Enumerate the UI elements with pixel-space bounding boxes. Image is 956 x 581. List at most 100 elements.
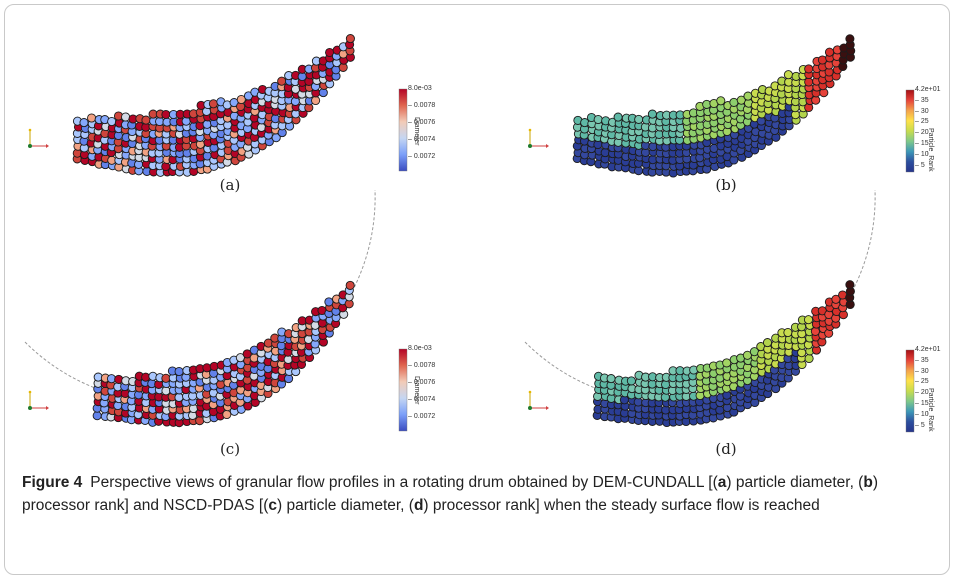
particle: [202, 119, 212, 129]
colorbar-tick-label: – 30: [915, 107, 929, 115]
particle: [256, 122, 266, 132]
particle: [242, 349, 252, 359]
particle: [236, 94, 246, 105]
colorbar-tick-label: 8.0e-03: [408, 85, 432, 92]
particle: [722, 358, 732, 368]
colorbar-tick-label: – 15: [915, 139, 929, 147]
colorbar-tick-label: – 20: [915, 129, 929, 137]
particle: [824, 47, 835, 57]
particle: [716, 96, 726, 106]
colorbar-tick-label: – 0.0072: [408, 413, 436, 421]
particle: [107, 116, 117, 127]
particle: [222, 409, 232, 420]
particle: [311, 95, 321, 106]
particle: [647, 123, 658, 133]
panel-b: 4.2e+01 – 35 – 30 – 25 – 20 – 15 – 10 – 5 Parti…: [520, 20, 941, 206]
axes-triad-icon: [528, 390, 549, 410]
particle: [92, 411, 102, 421]
colorbar-tick-label: – 15: [915, 399, 929, 407]
granular-flow-render: [524, 189, 876, 428]
colorbar-tick-label: – 0.0072: [408, 153, 436, 161]
subfigure-label: (b): [715, 176, 737, 194]
colorbar-tick-label: 4.2e+01: [915, 86, 941, 93]
particle: [345, 280, 355, 290]
figure-caption: Figure 4 Perspective views of granular fl…: [22, 471, 927, 517]
particle: [613, 112, 623, 122]
particle: [243, 401, 253, 411]
subfigure-label: (c): [219, 440, 241, 458]
particle: [161, 109, 171, 120]
colorbar: [398, 348, 408, 432]
particle: [249, 353, 259, 363]
axes-triad-icon: [528, 128, 549, 148]
granular-flow-render: [572, 34, 856, 178]
granular-flow-render: [24, 189, 376, 428]
particle: [762, 338, 773, 348]
colorbar-tick-label: – 5: [915, 421, 925, 429]
colorbar: [398, 88, 408, 172]
caption-text: Perspective views of granular flow profi…: [22, 474, 878, 514]
particle: [79, 118, 89, 128]
colorbar-tick-label: 8.0e-03: [408, 345, 432, 352]
particle: [277, 76, 287, 86]
particle: [626, 376, 636, 386]
particle: [634, 114, 644, 124]
particle: [804, 64, 814, 74]
particle: [715, 405, 725, 415]
particle: [87, 113, 97, 123]
panel-d: 4.2e+01 – 35 – 30 – 25 – 20 – 15 – 10 – 5 Parti…: [520, 189, 941, 462]
colorbar-tick-label: – 0.0078: [408, 362, 436, 370]
colorbar-title: Diameter: [413, 117, 420, 146]
panel-a: 8.0e-03– 0.0078– 0.0076– 0.0074– 0.0072 …: [20, 20, 440, 206]
colorbar-tick-label: – 35: [915, 96, 929, 104]
particle: [845, 34, 855, 44]
particle: [845, 280, 855, 290]
particle: [783, 70, 793, 80]
granular-flow-render: [72, 34, 355, 177]
particle: [195, 416, 205, 426]
particle: [783, 327, 793, 338]
colorbar-tick-label: – 0.0074: [408, 396, 436, 404]
colorbar-tick-label: – 30: [915, 367, 929, 375]
particle: [606, 374, 616, 384]
particle: [155, 116, 165, 127]
particle: [208, 99, 218, 109]
particle: [831, 294, 841, 304]
colorbar-title: Particle_Rank: [927, 388, 934, 432]
particle: [803, 315, 814, 325]
colorbar-tick-label: – 25: [915, 378, 929, 386]
panel-c: 8.0e-03– 0.0078– 0.0076– 0.0074– 0.0072 …: [20, 189, 440, 462]
colorbar-title: Diameter: [413, 376, 420, 405]
colorbar-tick-label: 4.2e+01: [915, 346, 941, 353]
particle: [648, 142, 658, 152]
colorbar-tick-label: – 25: [915, 118, 929, 126]
colorbar-tick-label: – 10: [915, 150, 929, 158]
colorbar-tick-label: – 20: [915, 389, 929, 397]
colorbar: [905, 349, 915, 433]
particle: [324, 297, 334, 307]
figure-label: Figure 4: [22, 474, 83, 491]
particle: [345, 34, 355, 44]
particle: [804, 353, 814, 364]
subfigure-label: (a): [219, 176, 241, 194]
particle: [141, 115, 151, 125]
particle: [600, 148, 610, 158]
particle: [202, 363, 212, 373]
colorbar-tick-label: – 0.0074: [408, 136, 436, 144]
colorbar-tick-label: – 0.0076: [408, 119, 436, 127]
particle: [174, 366, 184, 377]
particle: [647, 109, 657, 119]
colorbar-title: Particle_Rank: [927, 128, 934, 172]
colorbar-tick-label: – 35: [915, 356, 929, 364]
particle: [804, 77, 814, 87]
colorbar-tick-label: – 0.0076: [408, 379, 436, 387]
colorbar-tick-label: – 5: [915, 161, 925, 169]
axes-triad-icon: [28, 390, 49, 410]
particle: [121, 112, 131, 122]
axes-triad-icon: [28, 128, 49, 148]
colorbar-tick-label: – 0.0078: [408, 102, 436, 110]
colorbar-tick-label: – 10: [915, 410, 929, 418]
subfigure-label: (d): [715, 440, 737, 458]
particle: [593, 114, 603, 125]
colorbar: [905, 89, 915, 173]
